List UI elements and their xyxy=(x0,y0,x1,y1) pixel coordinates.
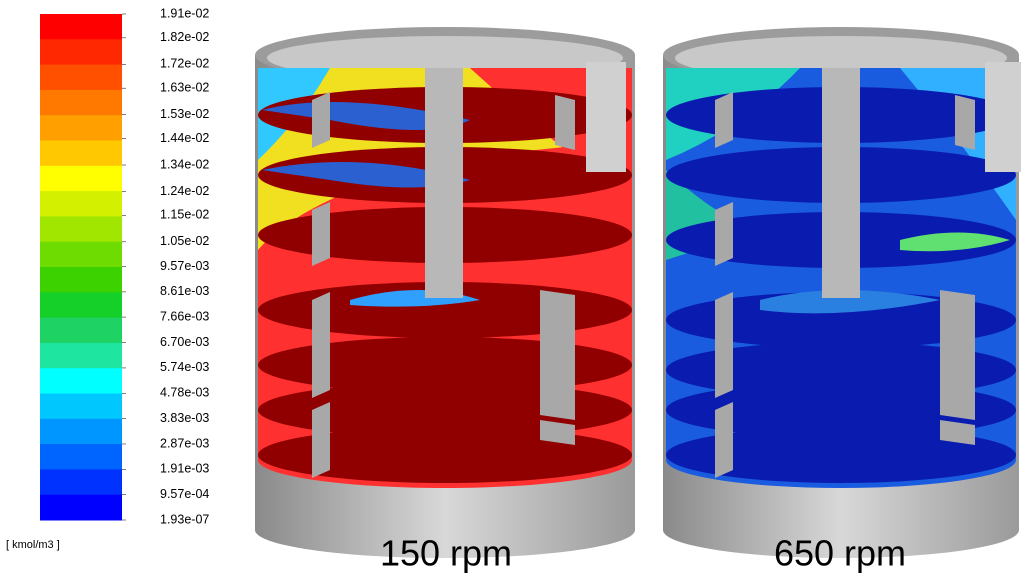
colorbar-band xyxy=(40,444,122,470)
colorbar-tick-label: 1.24e-02 xyxy=(160,184,209,198)
colorbar-band xyxy=(40,191,122,217)
colorbar-band xyxy=(40,267,122,293)
colorbar-band xyxy=(40,166,122,192)
colorbar-tick-label: 3.83e-03 xyxy=(160,411,209,425)
colorbar-band xyxy=(40,343,122,369)
colorbar-band xyxy=(40,394,122,420)
reactor-650 xyxy=(663,27,1021,558)
colorbar-band xyxy=(40,495,122,521)
colorbar-band xyxy=(40,368,122,394)
colorbar-band xyxy=(40,65,122,91)
colorbar-tick-label: 6.70e-03 xyxy=(160,335,209,349)
colorbar-band xyxy=(40,216,122,242)
colorbar-tick-label: 1.05e-02 xyxy=(160,234,209,248)
colorbar-tick-label: 7.66e-03 xyxy=(160,309,209,323)
colorbar-tick-label: 9.57e-04 xyxy=(160,487,209,501)
colorbar-band xyxy=(40,242,122,268)
colorbar-band xyxy=(40,90,122,116)
colorbar-band xyxy=(40,419,122,445)
reactor-150 xyxy=(255,27,635,558)
colorbar-tick-label: 1.53e-02 xyxy=(160,107,209,121)
colorbar-band xyxy=(40,115,122,141)
colorbar-band xyxy=(40,141,122,167)
caption: 650 rpm xyxy=(774,533,906,574)
colorbar-unit: [ kmol/m3 ] xyxy=(6,539,60,551)
colorbar-tick-label: 1.91e-02 xyxy=(160,6,209,20)
colorbar-tick-label: 1.63e-02 xyxy=(160,80,209,94)
colorbar-tick-label: 5.74e-03 xyxy=(160,360,209,374)
colorbar-tick-label: 1.72e-02 xyxy=(160,57,209,71)
colorbar-tick-label: 2.87e-03 xyxy=(160,436,209,450)
colorbar-tick-label: 1.44e-02 xyxy=(160,131,209,145)
figure: [ kmol/m3 ] xyxy=(0,0,1029,578)
colorbar-band xyxy=(40,14,122,40)
colorbar-tick-label: 1.91e-03 xyxy=(160,462,209,476)
colorbar-band xyxy=(40,469,122,495)
colorbar-band xyxy=(40,318,122,344)
colorbar-tick-label: 1.34e-02 xyxy=(160,157,209,171)
colorbar-band xyxy=(40,292,122,318)
colorbar-tick-label: 4.78e-03 xyxy=(160,386,209,400)
colorbar-tick-label: 8.61e-03 xyxy=(160,284,209,298)
colorbar-tick-label: 1.82e-02 xyxy=(160,30,209,44)
colorbar-band xyxy=(40,39,122,65)
caption: 150 rpm xyxy=(380,533,512,574)
colorbar-tick-label: 9.57e-03 xyxy=(160,259,209,273)
colorbar-tick-label: 1.15e-02 xyxy=(160,208,209,222)
colorbar-tick-label: 1.93e-07 xyxy=(160,512,209,526)
